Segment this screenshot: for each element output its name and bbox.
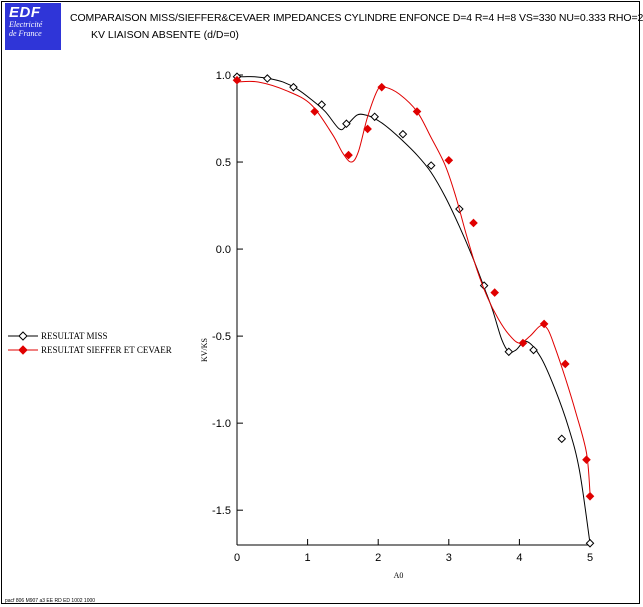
data-point-miss xyxy=(289,82,298,92)
legend-miss-swatch xyxy=(8,331,38,341)
legend-sieffer-swatch xyxy=(8,345,38,355)
x-tick-label: 2 xyxy=(375,552,381,564)
data-point-sieffer xyxy=(469,218,478,228)
data-point-miss xyxy=(263,74,272,83)
data-point-miss xyxy=(398,129,408,139)
data-point-miss xyxy=(370,112,379,122)
data-point-sieffer xyxy=(444,155,454,165)
data-point-sieffer xyxy=(363,124,372,134)
series-line-miss xyxy=(237,76,591,544)
data-point-sieffer xyxy=(582,455,591,465)
data-point-sieffer xyxy=(412,107,422,116)
data-point-sieffer xyxy=(310,107,319,116)
logo-line2: de France xyxy=(9,29,42,38)
legend-item-sieffer: RESULTAT SIEFFER ET CEVAER xyxy=(8,343,172,357)
y-tick-label: 1.0 xyxy=(216,70,231,82)
y-tick-label: -1.0 xyxy=(212,418,231,430)
data-point-sieffer xyxy=(232,75,242,85)
data-point-sieffer xyxy=(490,288,499,297)
x-axis-label: A0 xyxy=(394,571,404,580)
data-point-sieffer xyxy=(377,82,387,92)
data-point-sieffer xyxy=(585,491,595,501)
y-tick-label: 0.0 xyxy=(216,244,231,256)
y-tick-label: 0.5 xyxy=(216,157,231,169)
data-point-miss xyxy=(585,538,595,548)
data-point-miss xyxy=(342,119,351,129)
data-point-miss xyxy=(504,347,514,357)
footer-text: pacf 806 M907 a3 EE RD ED 1002 1000 xyxy=(5,598,96,604)
logo-main-text: EDF xyxy=(9,4,41,21)
legend: RESULTAT MISS RESULTAT SIEFFER ET CEVAER xyxy=(8,329,172,357)
data-point-sieffer xyxy=(518,338,528,348)
series-line-sieffer xyxy=(237,80,591,493)
x-tick-label: 4 xyxy=(516,552,522,564)
edf-logo: EDF Electricité de France xyxy=(5,3,61,50)
data-point-sieffer xyxy=(560,359,570,369)
y-axis-label: KV/KS xyxy=(200,338,209,362)
legend-miss-label: RESULTAT MISS xyxy=(41,331,108,341)
data-point-sieffer xyxy=(344,150,353,160)
x-tick-label: 0 xyxy=(234,552,240,564)
legend-item-miss: RESULTAT MISS xyxy=(8,329,172,343)
data-point-miss xyxy=(529,345,538,355)
logo-line1: Electricité xyxy=(9,20,43,29)
chart-title: COMPARAISON MISS/SIEFFER&CEVAER IMPEDANC… xyxy=(70,12,643,24)
data-point-miss xyxy=(557,434,567,444)
x-tick-label: 1 xyxy=(305,552,311,564)
x-tick-label: 3 xyxy=(446,552,452,564)
data-point-sieffer xyxy=(539,319,549,329)
x-tick-label: 5 xyxy=(587,552,593,564)
data-point-miss xyxy=(426,161,436,170)
chart-subtitle: KV LIAISON ABSENTE (d/D=0) xyxy=(91,29,239,41)
data-point-miss xyxy=(317,100,327,109)
legend-sieffer-label: RESULTAT SIEFFER ET CEVAER xyxy=(41,345,172,355)
y-tick-label: -1.5 xyxy=(212,505,231,517)
y-tick-label: -0.5 xyxy=(212,331,231,343)
